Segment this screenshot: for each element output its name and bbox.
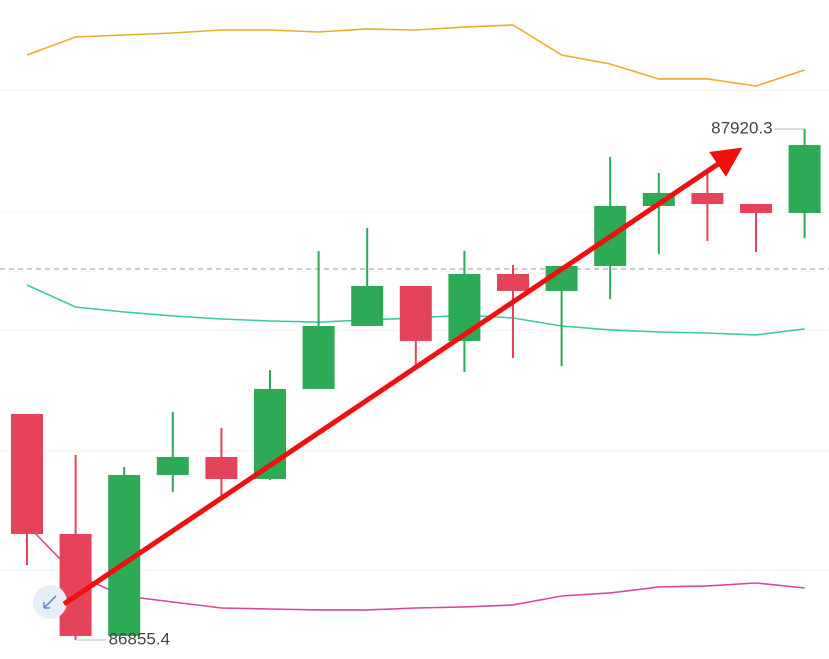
candle-body (302, 325, 335, 389)
candle-body (205, 456, 238, 479)
band-line (26, 524, 805, 611)
candle-body (691, 192, 724, 204)
candle-body (788, 144, 821, 213)
candle-body (351, 285, 384, 326)
candle-body (448, 273, 481, 341)
candle-body (399, 285, 432, 341)
tool-icon-glyph (43, 595, 57, 609)
candle-body (59, 533, 92, 636)
trend-arrow (62, 147, 743, 607)
marks: 87920.3 86855.4 (0, 24, 829, 648)
band-line (26, 24, 805, 87)
high-label: 87920.3 (711, 118, 772, 137)
candle-body (497, 273, 529, 291)
candle-body (156, 456, 189, 475)
low-label: 86855.4 (109, 629, 170, 648)
candle-body (11, 413, 43, 534)
candle-body (740, 203, 772, 213)
